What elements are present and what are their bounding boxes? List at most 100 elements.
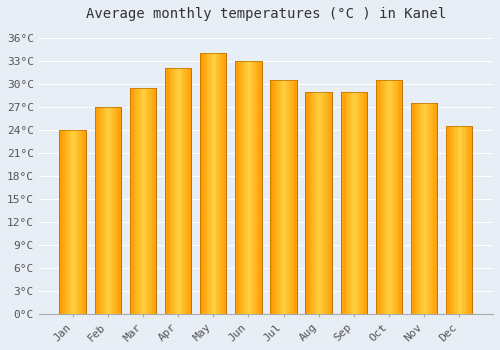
Bar [235,61,236,314]
Bar [423,103,424,314]
Bar [381,80,382,314]
Bar [310,91,312,314]
Bar [118,107,120,314]
Bar [235,61,262,314]
Bar [130,88,131,314]
Bar [260,61,262,314]
Bar [378,80,380,314]
Bar [272,80,273,314]
Bar [82,130,83,314]
Bar [138,88,139,314]
Bar [251,61,252,314]
Bar [278,80,280,314]
Bar [60,130,86,314]
Bar [60,130,86,314]
Bar [377,80,378,314]
Bar [394,80,396,314]
Bar [130,88,156,314]
Bar [329,91,330,314]
Bar [398,80,400,314]
Bar [255,61,256,314]
Bar [136,88,138,314]
Bar [130,88,156,314]
Bar [72,130,74,314]
Bar [114,107,116,314]
Bar [446,126,472,314]
Bar [74,130,76,314]
Bar [143,88,144,314]
Bar [452,126,454,314]
Bar [289,80,290,314]
Bar [340,91,367,314]
Bar [182,69,184,314]
Bar [83,130,84,314]
Bar [432,103,434,314]
Bar [258,61,259,314]
Bar [112,107,113,314]
Bar [352,91,354,314]
Bar [312,91,314,314]
Bar [247,61,248,314]
Bar [110,107,112,314]
Bar [411,103,412,314]
Bar [281,80,282,314]
Bar [342,91,343,314]
Bar [467,126,468,314]
Bar [151,88,152,314]
Bar [346,91,347,314]
Bar [414,103,415,314]
Bar [284,80,285,314]
Bar [328,91,329,314]
Bar [206,53,208,314]
Bar [412,103,414,314]
Bar [460,126,462,314]
Bar [172,69,173,314]
Bar [463,126,464,314]
Bar [390,80,392,314]
Bar [359,91,360,314]
Bar [470,126,471,314]
Bar [200,53,226,314]
Bar [148,88,150,314]
Bar [218,53,220,314]
Bar [105,107,106,314]
Bar [144,88,146,314]
Bar [468,126,470,314]
Bar [320,91,322,314]
Bar [292,80,294,314]
Bar [120,107,121,314]
Bar [356,91,358,314]
Bar [135,88,136,314]
Bar [420,103,422,314]
Bar [80,130,82,314]
Bar [396,80,397,314]
Bar [190,69,191,314]
Bar [426,103,428,314]
Bar [366,91,367,314]
Bar [360,91,362,314]
Bar [422,103,423,314]
Bar [155,88,156,314]
Bar [392,80,393,314]
Bar [436,103,438,314]
Bar [109,107,110,314]
Bar [100,107,101,314]
Bar [326,91,328,314]
Bar [214,53,216,314]
Bar [316,91,318,314]
Bar [142,88,143,314]
Bar [217,53,218,314]
Bar [384,80,385,314]
Bar [243,61,244,314]
Bar [94,107,121,314]
Bar [270,80,296,314]
Bar [204,53,206,314]
Bar [376,80,377,314]
Bar [358,91,359,314]
Bar [104,107,105,314]
Bar [448,126,450,314]
Bar [216,53,217,314]
Bar [212,53,213,314]
Bar [236,61,238,314]
Bar [459,126,460,314]
